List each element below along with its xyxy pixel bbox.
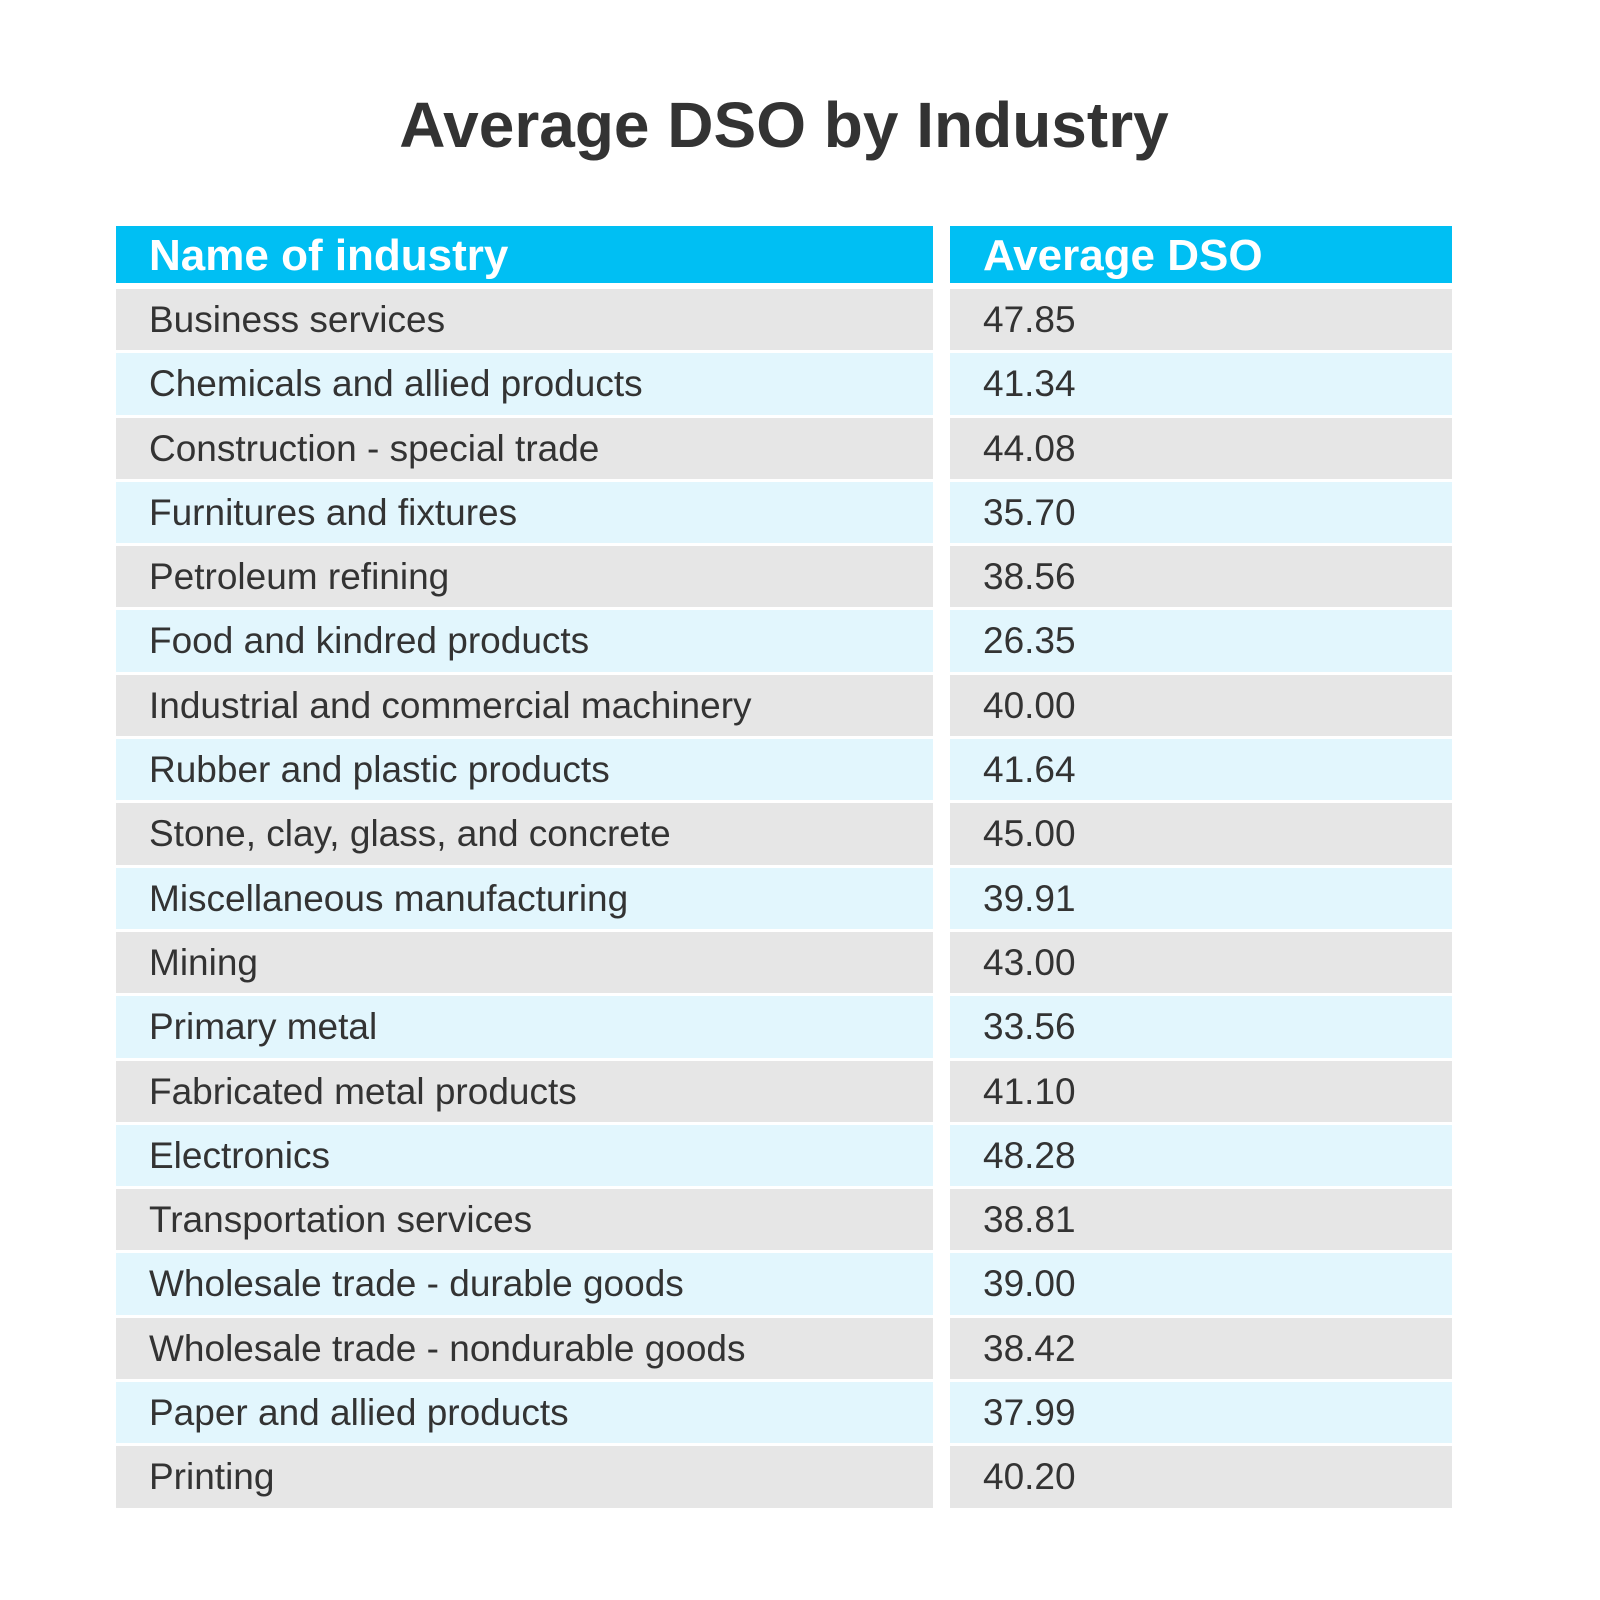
dso-cell: 39.00 [950,1253,1452,1315]
dso-cell: 38.56 [950,546,1452,608]
dso-cell: 41.64 [950,739,1452,801]
dso-cell: 39.91 [950,867,1452,929]
industry-cell: Electronics [116,1124,933,1187]
dso-cell: 45.00 [950,803,1452,865]
industry-cell: Business services [116,289,933,351]
industry-cell: Food and kindred products [116,610,933,672]
dso-cell: 40.00 [950,674,1452,737]
industry-cell: Furnitures and fixtures [116,481,933,544]
dso-cell: 26.35 [950,610,1452,672]
industry-cell: Stone, clay, glass, and concrete [116,803,933,865]
dso-cell: 43.00 [950,931,1452,994]
industry-cell: Chemicals and allied products [116,353,933,415]
industry-cell: Printing [116,1446,933,1508]
industry-cell: Miscellaneous manufacturing [116,867,933,929]
industry-cell: Wholesale trade - durable goods [116,1253,933,1315]
industry-cell: Paper and allied products [116,1382,933,1444]
industry-cell: Construction - special trade [116,417,933,479]
industry-cell: Fabricated metal products [116,1060,933,1122]
industry-cell: Transportation services [116,1189,933,1251]
industry-cell: Mining [116,931,933,994]
dso-cell: 41.34 [950,353,1452,415]
industry-cell: Petroleum refining [116,546,933,608]
column-header-average-dso: Average DSO [950,226,1452,286]
dso-cell: 38.81 [950,1189,1452,1251]
dso-cell: 38.42 [950,1317,1452,1380]
page-title: Average DSO by Industry [399,89,1169,161]
dso-cell: 47.85 [950,289,1452,351]
dso-cell: 33.56 [950,996,1452,1058]
industry-cell: Rubber and plastic products [116,739,933,801]
dso-cell: 40.20 [950,1446,1452,1508]
industry-cell: Wholesale trade - nondurable goods [116,1317,933,1380]
dso-cell: 48.28 [950,1124,1452,1187]
dso-cell: 44.08 [950,417,1452,479]
dso-table: Name of industry Average DSO Business se… [116,226,1452,1508]
dso-cell: 35.70 [950,481,1452,544]
column-header-industry: Name of industry [116,226,933,286]
dso-cell: 41.10 [950,1060,1452,1122]
dso-cell: 37.99 [950,1382,1452,1444]
industry-cell: Industrial and commercial machinery [116,674,933,737]
industry-cell: Primary metal [116,996,933,1058]
